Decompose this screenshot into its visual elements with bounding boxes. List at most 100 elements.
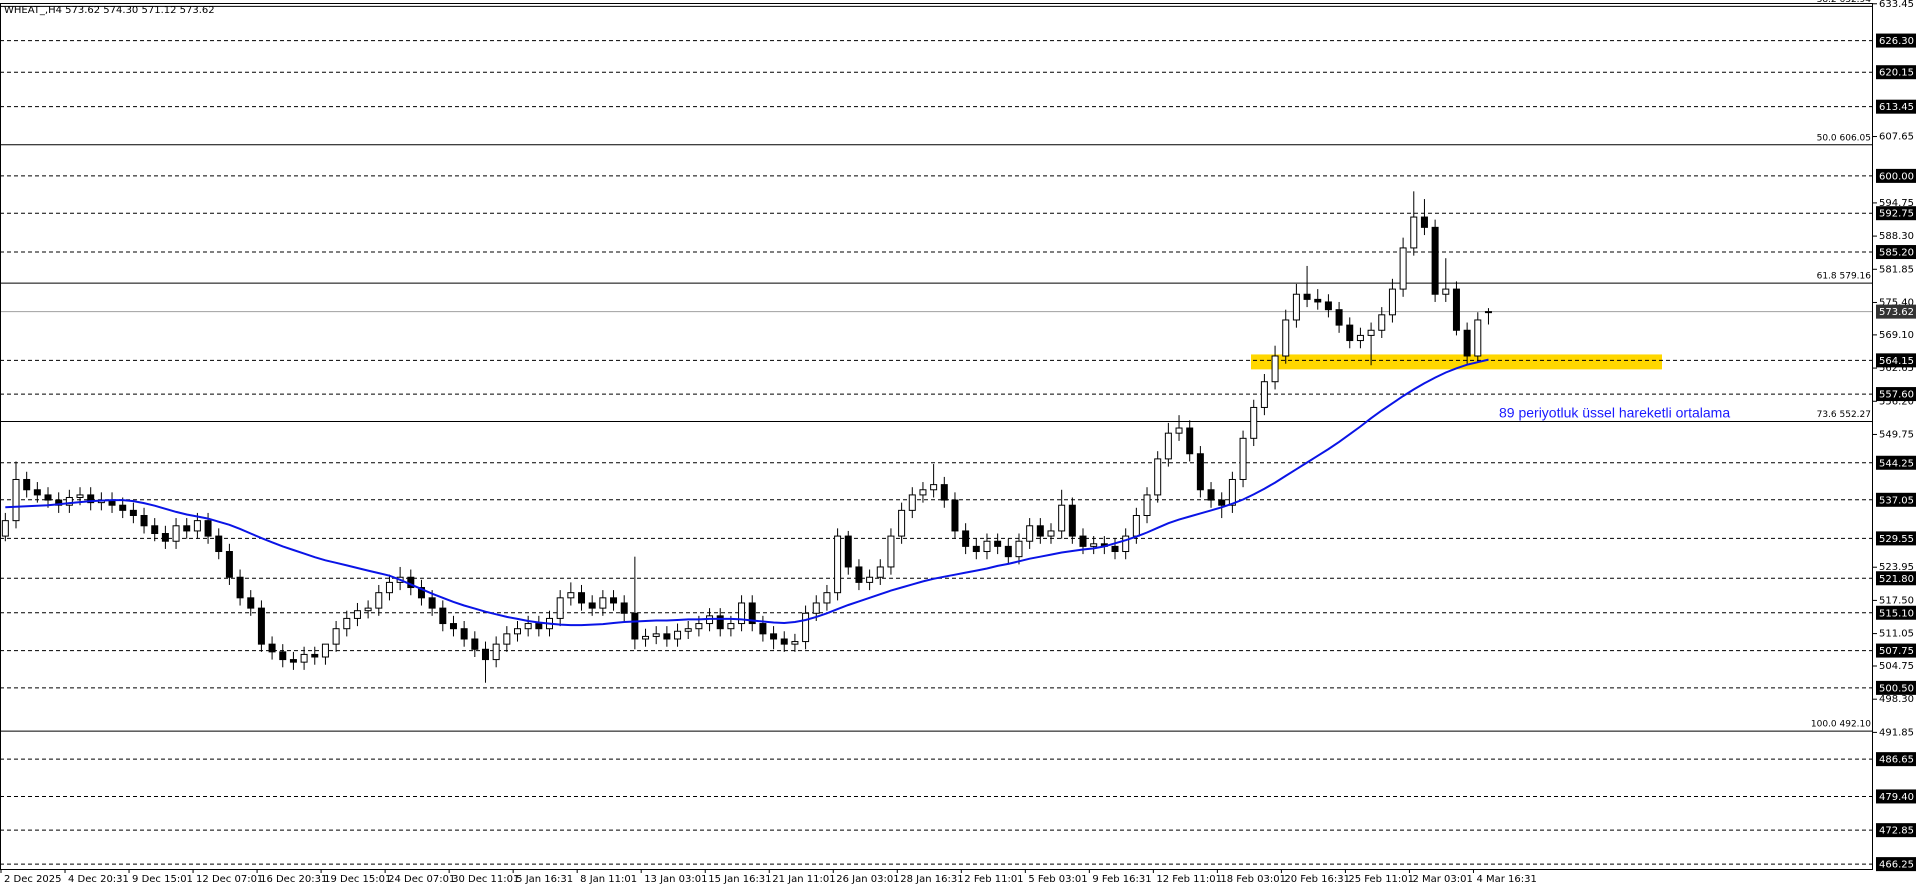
zone-layer <box>1251 354 1662 370</box>
candle-body <box>1026 525 1034 542</box>
candle-body <box>631 612 639 640</box>
candle-body <box>1122 535 1130 553</box>
candle-body <box>140 514 148 527</box>
x-tick-label: 15 Jan 16:31 <box>708 874 771 885</box>
y-tick-label: 581.85 <box>1879 264 1914 275</box>
candle-body <box>1378 314 1386 331</box>
chart-title: WHEAT_,H4 573.62 574.30 571.12 573.62 <box>4 5 215 16</box>
x-tick-label: 9 Dec 15:01 <box>132 874 193 885</box>
level-label: 466.25 <box>1879 860 1914 871</box>
candle-body <box>513 628 521 635</box>
candle-body <box>1335 309 1343 326</box>
level-label: 479.40 <box>1879 792 1914 803</box>
candle-body <box>674 630 682 640</box>
candle-body <box>1036 525 1044 537</box>
y-tick-label: 588.30 <box>1879 231 1914 242</box>
candle-body <box>791 641 799 645</box>
level-box <box>1876 168 1916 183</box>
level-label: 515.10 <box>1879 608 1914 619</box>
candle-body <box>1484 311 1492 314</box>
candle-body <box>1218 499 1226 506</box>
x-tick-label: 16 Dec 20:31 <box>260 874 327 885</box>
candle-body <box>919 489 927 496</box>
level-box <box>1876 492 1916 507</box>
fib-label: 100.0 492.10 <box>1811 720 1871 730</box>
candle-body <box>65 496 73 506</box>
candle-body <box>642 635 650 640</box>
candle-body <box>887 535 895 568</box>
candle-body <box>930 484 938 491</box>
candle-body <box>1207 489 1215 501</box>
candle-body <box>940 484 948 501</box>
candle-body <box>12 478 20 522</box>
level-label: 613.45 <box>1879 102 1914 113</box>
candle-body <box>876 566 884 578</box>
candle-body <box>1260 381 1268 408</box>
candle-body <box>1154 458 1162 496</box>
candle-body <box>1164 432 1172 460</box>
candle-body <box>183 525 191 532</box>
fib-label: 61.8 579.16 <box>1817 272 1872 282</box>
candle-body <box>353 610 361 619</box>
x-tick-label: 2 Feb 11:01 <box>964 874 1023 885</box>
candle-body <box>823 592 831 604</box>
candle-body <box>1175 427 1183 434</box>
level-box <box>1876 531 1916 546</box>
candle-body <box>161 533 169 542</box>
level-label: 557.60 <box>1879 390 1914 401</box>
candle-body <box>1271 355 1279 383</box>
y-tick-label: 517.50 <box>1879 595 1914 606</box>
candle-body <box>1239 437 1247 480</box>
candle-body <box>1068 504 1076 537</box>
level-box <box>1876 643 1916 658</box>
y-tick-label: 491.85 <box>1879 727 1914 738</box>
candle-body <box>300 653 308 663</box>
level-label: 507.75 <box>1879 646 1914 657</box>
overlay-layer: 89 periyotluk üssel hareketli ortalama <box>5 358 1730 627</box>
candle-body <box>748 602 756 625</box>
candle-body <box>1420 216 1428 228</box>
x-tick-label: 25 Feb 11:01 <box>1348 874 1414 885</box>
candle-body <box>1452 288 1460 331</box>
candle-body <box>1399 247 1407 290</box>
current-price-box <box>1876 304 1916 319</box>
y-tick-label: 511.05 <box>1879 629 1914 640</box>
candle-body <box>994 540 1002 547</box>
candle-body <box>129 509 137 516</box>
candle-body <box>834 535 842 594</box>
candle-body <box>1356 334 1364 342</box>
candle-body <box>1292 293 1300 321</box>
candle-body <box>1431 226 1439 295</box>
candle-body <box>385 581 393 594</box>
candle-body <box>417 587 425 599</box>
candle-body <box>1047 530 1055 537</box>
level-label: 537.05 <box>1879 495 1914 506</box>
x-tick-label: 18 Feb 03:01 <box>1220 874 1286 885</box>
candle-body <box>492 643 500 661</box>
x-tick-label: 2 Mar 03:01 <box>1412 874 1472 885</box>
candle-body <box>76 494 84 498</box>
candle-body <box>1474 319 1482 357</box>
candle-body <box>1004 545 1012 558</box>
candle-body <box>1228 478 1236 506</box>
candle-body <box>1282 319 1290 357</box>
candle-body <box>225 551 233 578</box>
current-price-label: 573.62 <box>1879 307 1914 318</box>
candle-body <box>1463 329 1471 357</box>
candle-body <box>972 545 980 553</box>
candle-body <box>1079 535 1087 547</box>
ema-line <box>5 358 1489 627</box>
x-tick-label: 28 Jan 16:31 <box>900 874 963 885</box>
y-tick-label: 633.45 <box>1879 0 1914 10</box>
candle-body <box>172 525 180 542</box>
candle-body <box>268 643 276 653</box>
level-box <box>1876 680 1916 695</box>
x-tick-label: 13 Jan 03:01 <box>644 874 707 885</box>
candle-body <box>1015 540 1023 558</box>
level-box <box>1876 752 1916 767</box>
time-axis-bg <box>0 870 1916 888</box>
candle-body <box>802 612 810 643</box>
candle-body <box>375 592 383 609</box>
level-label: 500.50 <box>1879 683 1914 694</box>
